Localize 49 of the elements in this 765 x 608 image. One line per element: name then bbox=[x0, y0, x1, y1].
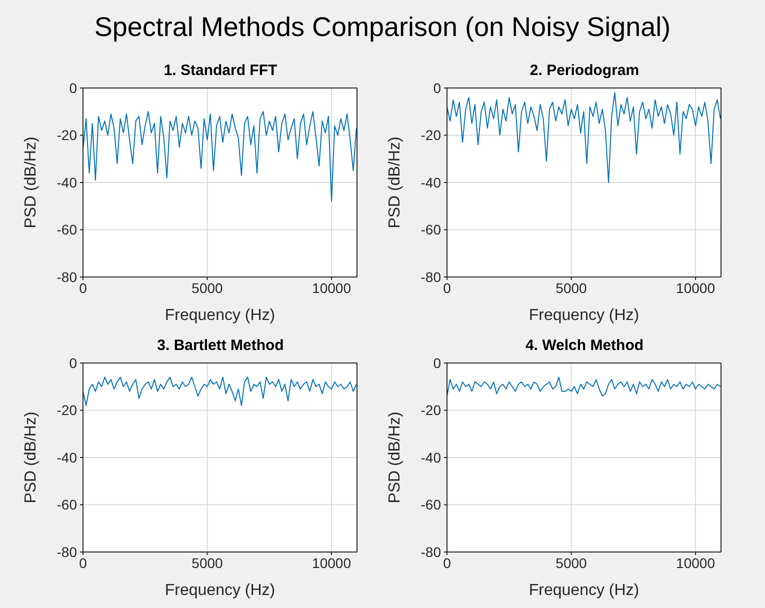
x-axis-title: Frequency (Hz) bbox=[528, 582, 640, 599]
x-axis-title: Frequency (Hz) bbox=[164, 307, 276, 324]
y-axis-title: PSD (dB/Hz) bbox=[386, 412, 404, 504]
y-tick-label: -60 bbox=[420, 222, 442, 238]
y-axis-title: PSD (dB/Hz) bbox=[386, 136, 404, 228]
y-tick-label: -60 bbox=[56, 222, 78, 238]
y-tick-label: -20 bbox=[420, 402, 442, 418]
x-tick-label: 10000 bbox=[312, 280, 352, 296]
x-tick-label: 0 bbox=[443, 280, 452, 296]
line-series bbox=[83, 376, 357, 406]
x-tick-label: 10000 bbox=[676, 280, 716, 296]
x-tick-label: 0 bbox=[443, 554, 452, 571]
y-tick-label: -60 bbox=[56, 496, 78, 513]
y-tick-label: -20 bbox=[56, 127, 78, 144]
chart-title: 3. Bartlett Method bbox=[156, 337, 285, 356]
chart-title: 4. Welch Method bbox=[524, 337, 645, 356]
y-tick-label: 0 bbox=[433, 354, 442, 371]
x-tick-label: 0 bbox=[79, 554, 88, 571]
y-tick-label: -80 bbox=[420, 268, 442, 285]
y-tick-label: -80 bbox=[56, 268, 78, 285]
x-tick-label: 5000 bbox=[192, 554, 224, 571]
y-tick-label: 0 bbox=[69, 80, 78, 96]
y-tick-label: -80 bbox=[420, 544, 442, 560]
y-tick-label: -40 bbox=[56, 449, 78, 466]
x-tick-label: 0 bbox=[79, 280, 88, 296]
y-tick-label: -20 bbox=[56, 402, 78, 418]
x-axis-title: Frequency (Hz) bbox=[164, 582, 276, 599]
x-tick-label: 10000 bbox=[676, 554, 716, 571]
y-tick-label: -40 bbox=[56, 174, 78, 190]
y-tick-label: -60 bbox=[420, 496, 442, 513]
y-tick-label: -40 bbox=[420, 449, 442, 466]
x-axis-title: Frequency (Hz) bbox=[528, 307, 640, 324]
y-tick-label: 0 bbox=[433, 80, 442, 96]
x-tick-label: 5000 bbox=[192, 280, 224, 296]
line-series bbox=[447, 92, 721, 183]
line-series bbox=[447, 376, 721, 397]
y-axis-title: PSD (dB/Hz) bbox=[22, 136, 40, 228]
x-tick-label: 5000 bbox=[556, 554, 588, 571]
line-series bbox=[83, 111, 357, 202]
x-tick-label: 5000 bbox=[556, 280, 588, 296]
y-tick-label: -40 bbox=[420, 174, 442, 190]
y-tick-label: -80 bbox=[56, 544, 78, 560]
x-tick-label: 10000 bbox=[312, 554, 352, 571]
y-axis-title: PSD (dB/Hz) bbox=[22, 412, 40, 504]
y-tick-label: -20 bbox=[420, 127, 442, 144]
chart-title: 1. Standard FFT bbox=[162, 62, 278, 81]
y-tick-label: 0 bbox=[69, 354, 78, 371]
text: Spectral Methods Comparison (on Noisy Signal) bbox=[93, 12, 672, 43]
chart-title: 2. Periodogram bbox=[528, 62, 640, 81]
